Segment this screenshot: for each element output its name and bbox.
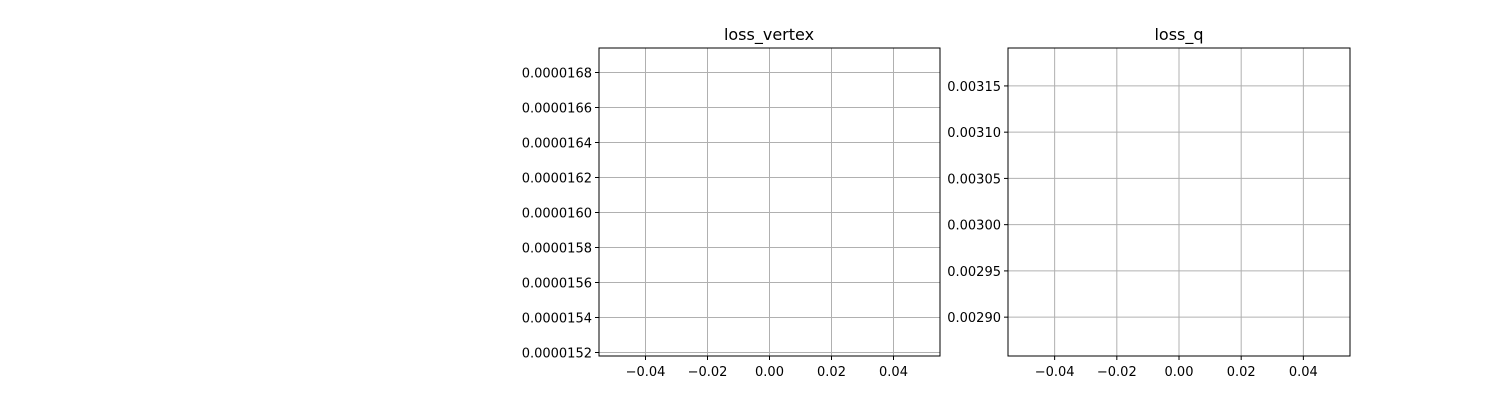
x-tick-label: 0.02 [1227,365,1256,380]
chart-title: loss_q [1154,25,1203,45]
x-tick-label: 0.02 [817,365,846,380]
y-tick-label: 0.00295 [947,265,1001,280]
x-tick-label: −0.04 [1035,365,1075,380]
y-tick-label: 0.0000154 [522,312,592,327]
chart-title: loss_vertex [724,25,814,45]
chart-loss-q: loss_q −0.04 −0.02 0.00 0.02 0.04 0.00290 0.00… [947,25,1351,380]
y-tick-label: 0.0000168 [522,67,592,82]
y-tick-label: 0.00305 [947,172,1001,187]
x-tick-label: 0.00 [1165,365,1194,380]
x-tick-label: 0.00 [755,365,784,380]
x-tick-label: −0.02 [688,365,728,380]
y-tick-label: 0.00290 [947,311,1001,326]
y-tick-label: 0.0000152 [522,347,592,362]
x-tick-label: −0.04 [626,365,666,380]
y-tick-label: 0.0000156 [522,277,592,292]
y-tick-label: 0.0000164 [522,137,592,152]
chart-loss-vertex: loss_vertex −0.04 −0.02 0.00 0.02 0.04 0.0000… [522,25,941,380]
y-tick-label: 0.0000160 [522,207,592,222]
x-tick-label: −0.02 [1097,365,1137,380]
x-tick-label: 0.04 [879,365,908,380]
y-tick-label: 0.0000162 [522,172,592,187]
y-tick-label: 0.00300 [947,219,1001,234]
x-tick-label: 0.04 [1289,365,1318,380]
y-tick-label: 0.0000158 [522,242,592,257]
y-tick-label: 0.00310 [947,126,1001,141]
y-tick-label: 0.00315 [947,80,1001,95]
y-tick-label: 0.0000166 [522,102,592,117]
